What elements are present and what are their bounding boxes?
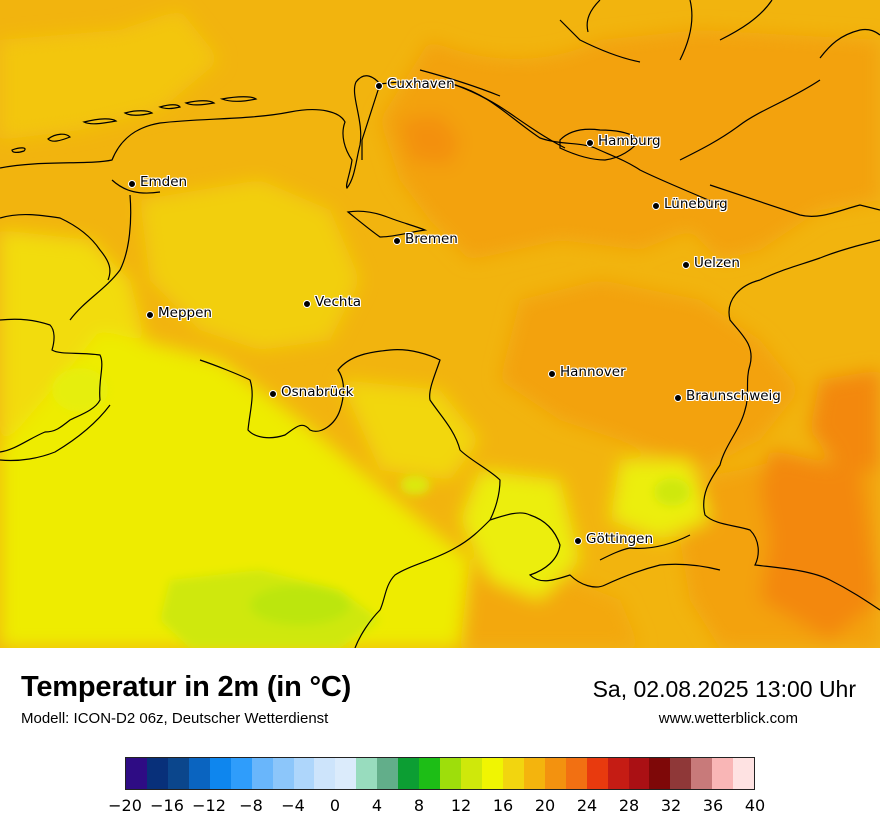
city-dot-icon (128, 180, 136, 188)
colorbar-tick-label: 4 (371, 796, 383, 815)
boundaries (0, 0, 880, 648)
city-label: Hannover (560, 364, 626, 380)
colorbar-segment (356, 758, 378, 789)
colorbar-tick-label: −12 (192, 796, 226, 815)
cool-spots (52, 368, 690, 648)
city-label: Uelzen (694, 255, 740, 271)
colorbar-tick-label: −4 (281, 796, 305, 815)
colorbar-segment (126, 758, 147, 789)
colorbar-segment (502, 758, 524, 789)
colorbar-segment (335, 758, 357, 789)
city-label: Osnabrück (281, 384, 354, 400)
city-dot-icon (146, 311, 154, 319)
colorbar-segment (272, 758, 294, 789)
colorbar-segment (146, 758, 168, 789)
city-label: Lüneburg (664, 196, 728, 212)
colorbar-segment (314, 758, 336, 789)
colorbar-tick-label: 16 (492, 796, 514, 815)
colorbar-segment (440, 758, 461, 789)
model-source: Modell: ICON-D2 06z, Deutscher Wetterdie… (21, 710, 329, 727)
city-dot-icon (269, 390, 277, 398)
colorbar-segment (377, 758, 399, 789)
colorbar-tick-label: 36 (702, 796, 724, 815)
city-label: Bremen (405, 231, 458, 247)
city-label: Vechta (315, 294, 362, 310)
city-dot-icon (548, 370, 556, 378)
colorbar-segment (691, 758, 713, 789)
colorbar-segment (419, 758, 441, 789)
colorbar-tick-label: 40 (744, 796, 766, 815)
colorbar-tick-label: −16 (150, 796, 184, 815)
colorbar-tick-label: −8 (239, 796, 263, 815)
temperature-colorbar (125, 757, 755, 790)
website-link[interactable]: www.wetterblick.com (658, 710, 798, 727)
colorbar-segment (209, 758, 231, 789)
colorbar-ticks: −20 −16 −12 −8 −4 0 4 8 12 16 20 24 28 32 36 40 (108, 790, 765, 820)
colorbar-tick-label: 28 (618, 796, 640, 815)
colorbar-tick-label: 24 (576, 796, 598, 815)
forecast-datetime: Sa, 02.08.2025 13:00 Uhr (592, 676, 856, 702)
colorbar-segment (523, 758, 545, 789)
colorbar-tick-label: 20 (534, 796, 556, 815)
colorbar-tick-label: 0 (329, 796, 341, 815)
temperature-zones (0, 10, 880, 648)
colorbar-segment (649, 758, 671, 789)
colorbar-segment (544, 758, 566, 789)
map-title: Temperatur in 2m (in °C) (21, 671, 352, 703)
colorbar-segment (712, 758, 734, 789)
city-dot-icon (375, 82, 383, 90)
city-dot-icon (652, 202, 660, 210)
city-dot-icon (574, 537, 582, 545)
city-dot-icon (393, 237, 401, 245)
temperature-map[interactable]: Cuxhaven Hamburg Emden Lüneburg Bremen U… (0, 0, 880, 648)
colorbar-segment (628, 758, 650, 789)
city-label: Hamburg (598, 133, 661, 149)
colorbar-tick-label: 8 (413, 796, 425, 815)
city-label: Göttingen (586, 531, 654, 547)
colorbar-tick-label: 32 (660, 796, 682, 815)
colorbar-segment (188, 758, 210, 789)
colorbar-segment (607, 758, 629, 789)
colorbar-segment (230, 758, 252, 789)
city-label: Meppen (158, 305, 212, 321)
city-dot-icon (586, 139, 594, 147)
city-dot-icon (674, 394, 682, 402)
colorbar-segment (398, 758, 420, 789)
colorbar-segment (461, 758, 482, 789)
colorbar-segment (293, 758, 315, 789)
colorbar-segment (670, 758, 692, 789)
city-dot-icon (303, 300, 311, 308)
city-dot-icon (682, 261, 690, 269)
colorbar-segment (251, 758, 273, 789)
map-canvas (0, 0, 880, 648)
colorbar-segment (733, 758, 755, 789)
colorbar-tick-label: −20 (108, 796, 142, 815)
colorbar-segment (167, 758, 189, 789)
colorbar-segment (586, 758, 608, 789)
colorbar-segment (481, 758, 503, 789)
city-label: Emden (140, 174, 188, 190)
colorbar-tick-label: 12 (450, 796, 472, 815)
colorbar-segment (565, 758, 587, 789)
city-label: Cuxhaven (387, 76, 455, 92)
city-label: Braunschweig (686, 388, 781, 404)
